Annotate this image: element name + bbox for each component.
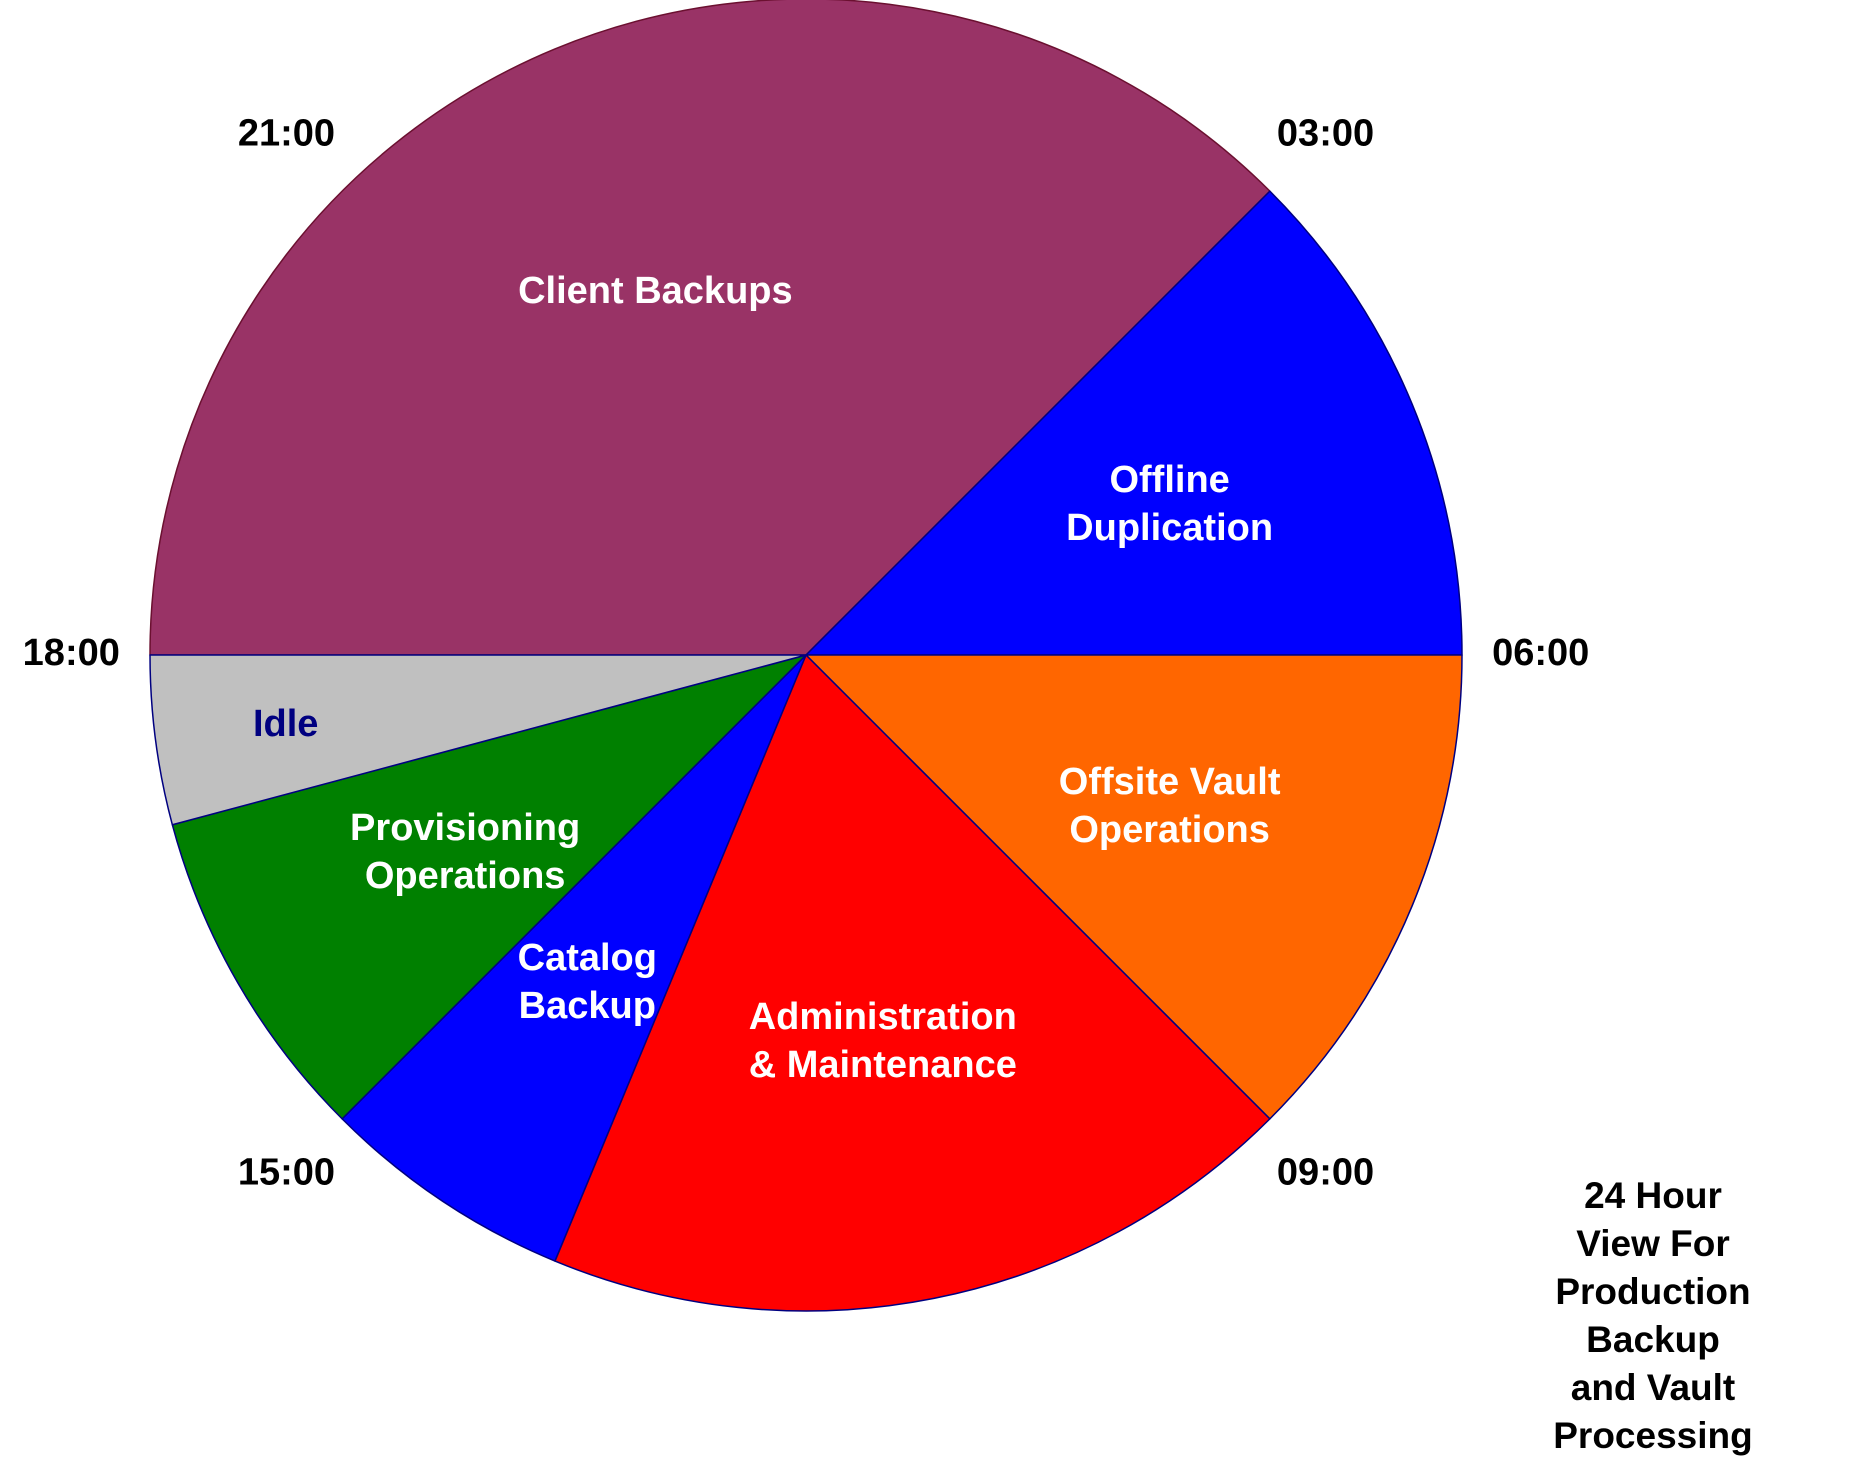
pie-slice	[341, 654, 807, 1262]
slice-label: Administration & Maintenance	[748, 996, 1017, 1087]
page: 21:00 03:00 06:00 09:00 15:00 18:00 24 Hour V…	[22, 0, 1753, 1456]
slice-label: Provisioning Operations	[350, 806, 581, 897]
pie-slice	[805, 654, 1463, 1120]
pie-slice	[171, 654, 807, 1120]
pie-slice	[149, 0, 1271, 656]
clock-label: 09:00	[1277, 1152, 1374, 1194]
slice-label: Offsite Vault Operations	[1058, 760, 1281, 851]
chart: 21:00 03:00 06:00 09:00 15:00 18:00	[23, 0, 1589, 1312]
clock-label: 06:00	[1492, 632, 1589, 674]
clock-label: 15:00	[238, 1152, 335, 1194]
slice-label: Catalog Backup	[517, 937, 657, 1028]
slice-label: Client Backups	[518, 270, 793, 313]
clock-label: 18:00	[23, 632, 120, 674]
slice-label: Offline Duplication	[1066, 459, 1274, 550]
pie-slice	[149, 654, 807, 826]
chart-title: 24 Hour View For Production Backup and V…	[1553, 1175, 1753, 1456]
pie-slice	[805, 190, 1463, 656]
slice-label: Idle	[252, 702, 319, 745]
clock-label: 21:00	[238, 113, 335, 155]
pie-slice	[554, 654, 1271, 1312]
clock-label: 03:00	[1277, 113, 1374, 155]
